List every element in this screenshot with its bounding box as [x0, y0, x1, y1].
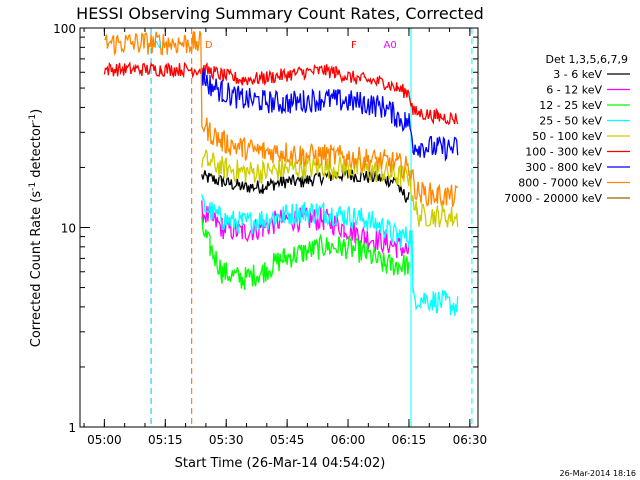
series-line-2: [201, 216, 410, 290]
x-tick-label-4: 06:00: [331, 433, 366, 447]
x-axis: 05:00 05:15 05:30 05:45 06:00 06:15 06:30: [83, 28, 488, 447]
series-3: [201, 194, 459, 316]
x-tick-label-5: 06:15: [392, 433, 427, 447]
legend-label-3: 25 - 50 keV: [539, 115, 602, 128]
x-axis-label: Start Time (26-Mar-14 04:54:02): [175, 456, 386, 471]
legend-title: Det 1,3,5,6,7,9: [545, 53, 628, 66]
series-line-4: [201, 148, 459, 228]
series-line-5: [103, 61, 459, 126]
series-line-1: [201, 200, 410, 259]
series-7: [104, 30, 459, 208]
legend-label-2: 12 - 25 keV: [539, 99, 602, 112]
flag-label-3: A0: [384, 40, 397, 51]
series-line-7: [104, 30, 459, 208]
y-axis-label-end: ): [29, 109, 44, 114]
x-tick-label-0: 05:00: [87, 433, 122, 447]
x-tick-label-2: 05:30: [209, 433, 244, 447]
series-6: [201, 68, 459, 162]
y-tick-label-2: 100: [53, 22, 76, 36]
plot-area: N D F A0: [103, 28, 473, 427]
legend-label-0: 3 - 6 keV: [553, 68, 602, 81]
series-4: [201, 148, 459, 228]
series-5: [103, 61, 459, 126]
legend-label-6: 300 - 800 keV: [525, 161, 602, 174]
footer-timestamp: 26-Mar-2014 18:16: [560, 469, 637, 478]
legend-label-4: 50 - 100 keV: [532, 130, 602, 143]
flag-label-2: F: [351, 40, 357, 51]
x-tick-label-6: 06:30: [453, 433, 488, 447]
series-line-3: [201, 194, 459, 316]
series-1: [201, 200, 410, 259]
y-axis-label: Corrected Count Rate (s-1 detector-1): [28, 109, 44, 347]
legend-label-1: 6 - 12 keV: [546, 84, 602, 97]
y-axis-label-sup1: -1: [28, 182, 38, 191]
legend-label-7: 800 - 7000 keV: [518, 177, 602, 190]
y-axis-label-sup2: -1: [28, 114, 38, 123]
series-2: [201, 216, 410, 290]
y-axis-label-main: Corrected Count Rate (s: [29, 191, 44, 348]
legend-label-8: 7000 - 20000 keV: [504, 192, 602, 205]
x-tick-label-3: 05:45: [270, 433, 305, 447]
flag-label-1: D: [205, 40, 213, 51]
y-tick-label-1: 10: [61, 222, 76, 236]
series-line-6: [201, 68, 459, 162]
legend-label-5: 100 - 300 keV: [525, 146, 602, 159]
flag-label-0: N: [154, 40, 161, 51]
chart-title: HESSI Observing Summary Count Rates, Cor…: [76, 4, 484, 23]
y-axis: 1 10 100: [53, 22, 478, 435]
y-tick-label-0: 1: [68, 421, 76, 435]
x-tick-label-1: 05:15: [148, 433, 183, 447]
y-axis-label-mid: detector: [29, 122, 44, 182]
legend: 3 - 6 keV 6 - 12 keV 12 - 25 keV 25 - 50 ke…: [504, 68, 630, 205]
